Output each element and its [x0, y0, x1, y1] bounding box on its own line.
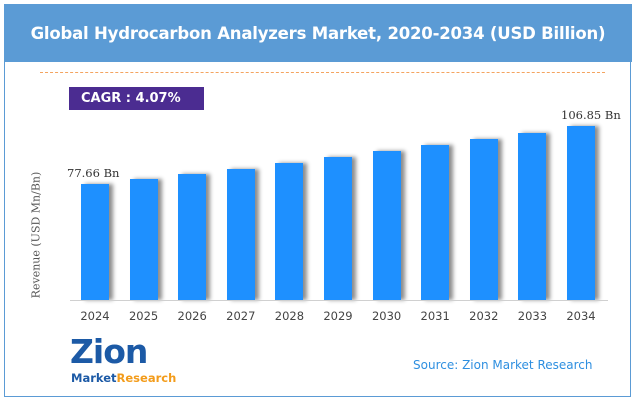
- x-axis-line: [70, 300, 608, 301]
- x-tick-2027: 2027: [226, 309, 256, 323]
- data-label-2034: 106.85 Bn: [561, 107, 621, 122]
- bar-2033: [518, 132, 547, 300]
- x-tick-2029: 2029: [323, 309, 353, 323]
- x-tick-2031: 2031: [420, 309, 450, 323]
- logo-wordmark: Zion: [70, 332, 148, 371]
- y-axis-label: Revenue (USD Mn/Bn): [29, 171, 43, 299]
- bar-2027: [226, 168, 255, 300]
- bar-2028: [275, 163, 304, 300]
- x-tick-2025: 2025: [128, 309, 159, 323]
- bar-2029: [324, 157, 352, 300]
- zion-logo: Zion MarketResearch: [70, 334, 178, 388]
- chart-title: Global Hydrocarbon Analyzers Market, 202…: [4, 4, 632, 62]
- x-tick-2030: 2030: [371, 309, 402, 323]
- x-tick-2033: 2033: [517, 309, 548, 323]
- x-tick-2034: 2034: [566, 309, 596, 323]
- x-tick-2028: 2028: [274, 309, 305, 323]
- bar-2034: [567, 125, 595, 300]
- logo-market: Market: [71, 371, 117, 385]
- bar-2031: [421, 145, 450, 300]
- bar-2024: [81, 184, 109, 300]
- bar-2030: [372, 151, 401, 300]
- bar-2025: [129, 179, 158, 300]
- data-label-2024: 77.66 Bn: [67, 166, 120, 181]
- bar-2026: [178, 173, 207, 300]
- title-divider: [40, 72, 605, 73]
- x-tick-2024: 2024: [80, 309, 110, 323]
- logo-research: Research: [116, 371, 177, 385]
- x-tick-2026: 2026: [177, 309, 207, 323]
- logo-subtitle: MarketResearch: [71, 371, 176, 385]
- bar-2032: [469, 139, 498, 300]
- cagr-badge: CAGR : 4.07%: [69, 87, 204, 110]
- source-credit: Source: Zion Market Research: [413, 358, 593, 372]
- x-tick-2032: 2032: [469, 309, 499, 323]
